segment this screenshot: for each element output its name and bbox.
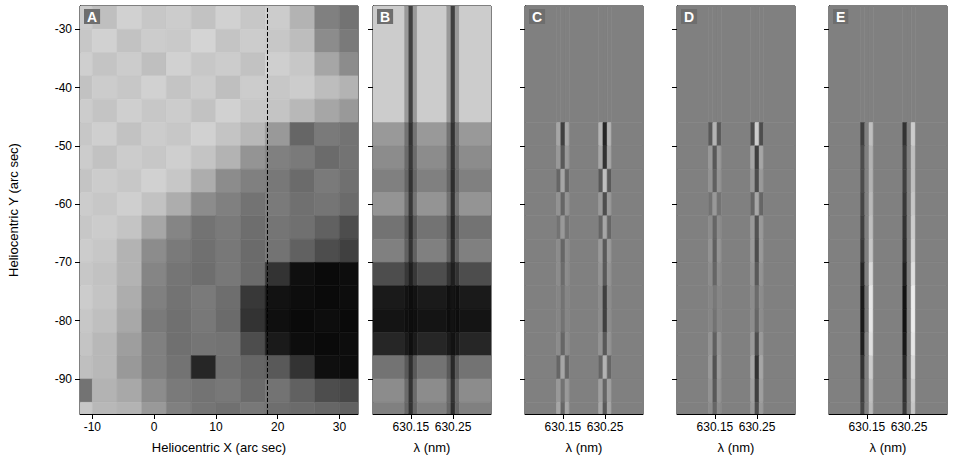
svg-text:λ (nm): λ (nm) <box>566 440 603 455</box>
svg-text:-60: -60 <box>55 197 73 211</box>
svg-text:-50: -50 <box>55 139 73 153</box>
svg-text:10: 10 <box>209 420 223 434</box>
svg-text:B: B <box>380 9 390 25</box>
svg-text:630.25: 630.25 <box>587 420 624 434</box>
svg-text:D: D <box>684 9 694 25</box>
svg-text:630.25: 630.25 <box>891 420 928 434</box>
svg-text:630.15: 630.15 <box>697 420 734 434</box>
svg-text:λ (nm): λ (nm) <box>718 440 755 455</box>
svg-text:0: 0 <box>151 420 158 434</box>
svg-text:Heliocentric X (arc sec): Heliocentric X (arc sec) <box>152 440 286 455</box>
svg-text:C: C <box>532 9 542 25</box>
svg-text:-70: -70 <box>55 255 73 269</box>
svg-text:λ (nm): λ (nm) <box>414 440 451 455</box>
svg-text:20: 20 <box>271 420 285 434</box>
svg-text:630.15: 630.15 <box>849 420 886 434</box>
svg-text:-10: -10 <box>84 420 102 434</box>
svg-text:-40: -40 <box>55 81 73 95</box>
svg-text:630.15: 630.15 <box>393 420 430 434</box>
svg-text:-30: -30 <box>55 22 73 36</box>
svg-text:-90: -90 <box>55 372 73 386</box>
svg-text:λ (nm): λ (nm) <box>870 440 907 455</box>
svg-text:630.25: 630.25 <box>739 420 776 434</box>
svg-text:630.25: 630.25 <box>435 420 472 434</box>
svg-text:630.15: 630.15 <box>545 420 582 434</box>
svg-text:E: E <box>836 9 845 25</box>
svg-text:-80: -80 <box>55 314 73 328</box>
svg-text:Heliocentric Y (arc sec): Heliocentric Y (arc sec) <box>6 143 21 277</box>
svg-text:A: A <box>87 9 97 25</box>
svg-text:30: 30 <box>333 420 347 434</box>
